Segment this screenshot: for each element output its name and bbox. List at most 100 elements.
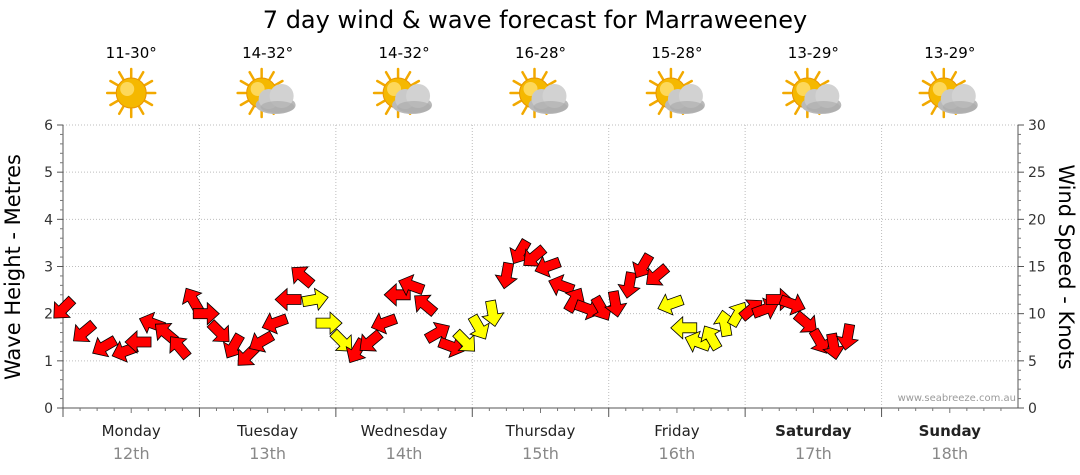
sun-ray (143, 79, 154, 87)
right-tick-label: 5 (1028, 354, 1037, 370)
wind-speed-axis: 0 5 10 15 20 25 30 (1018, 118, 1046, 417)
wind-arrow (206, 319, 230, 343)
sun-ray (648, 99, 659, 107)
wind-arrow (329, 328, 353, 352)
sun-ray (268, 70, 275, 81)
wind-arrow (414, 294, 439, 317)
wind-arrow (359, 329, 384, 352)
wind-arrow (467, 313, 490, 340)
sun-ray (109, 99, 119, 107)
right-tick-label: 15 (1028, 260, 1046, 276)
cloud-icon (801, 84, 842, 114)
sun-ray (547, 79, 557, 87)
day-headers: 11-30° 14-32° 14-32° 16-28° 15-28° 13-29° 13-2… (105, 44, 978, 119)
sun-ray (512, 99, 522, 107)
left-tick-label: 3 (44, 260, 53, 276)
wind-arrow (670, 315, 698, 340)
day-labels: Monday 12th Tuesday 13th Wednesday 14th Thursd… (62, 408, 1002, 463)
wind-arrow (657, 293, 685, 316)
sun-ray (239, 79, 250, 87)
wind-arrow (684, 330, 712, 353)
sun-cloud-icon (236, 67, 296, 119)
sun-cloud-icon (509, 67, 569, 119)
temp-range-label: 14-32° (379, 44, 430, 62)
sun-ray (512, 79, 522, 87)
wind-arrows (53, 238, 860, 366)
sun-ray (921, 99, 932, 107)
sun-ray (384, 70, 392, 81)
sun-ray (117, 105, 125, 116)
day-date-label: 17th (795, 444, 832, 463)
cloud-shadow (669, 101, 704, 113)
sun-ray (921, 79, 932, 87)
day-date-label: 18th (931, 444, 968, 463)
left-tick-label: 1 (44, 354, 53, 370)
sun-icon (105, 67, 157, 119)
sun-ray (930, 70, 938, 81)
left-tick-label: 6 (44, 118, 53, 134)
cloud-icon (392, 84, 433, 114)
day-date-label: 16th (659, 444, 696, 463)
plot-grid (62, 124, 1019, 409)
right-tick-label: 10 (1028, 307, 1046, 323)
wind-arrow (315, 311, 343, 336)
wind-arrow (452, 328, 476, 352)
wind-arrow (617, 271, 641, 299)
day-date-label: 14th (386, 444, 423, 463)
sun-ray (376, 79, 386, 87)
sun-ray (785, 99, 795, 107)
sun-cloud-icon (918, 67, 978, 119)
wind-arrow (301, 287, 329, 312)
cloud-icon (937, 84, 978, 114)
wind-arrow (261, 312, 289, 335)
wind-arrow (124, 330, 152, 354)
wind-arrow (192, 301, 220, 326)
sun-ray (785, 79, 795, 87)
wind-arrow (291, 266, 316, 289)
sun-ray (677, 70, 685, 81)
cloud-icon (664, 84, 705, 114)
sun-ray (137, 105, 145, 116)
wind-arrow (383, 282, 411, 307)
temp-range-label: 13-29° (924, 44, 975, 62)
sun-ray (930, 105, 938, 116)
sun-cloud-icon (645, 67, 705, 119)
cloud-shadow (806, 101, 841, 113)
right-tick-label: 0 (1028, 401, 1037, 417)
day-name-label: Sunday (919, 422, 982, 440)
sun-ray (657, 105, 665, 116)
sun-ray (117, 70, 125, 81)
wind-arrow (494, 261, 519, 290)
wind-arrow (249, 330, 276, 353)
day-date-label: 15th (522, 444, 559, 463)
temp-range-label: 14-32° (242, 44, 293, 62)
sun-ray (521, 70, 528, 81)
left-tick-label: 0 (44, 401, 53, 417)
sun-highlight (120, 82, 135, 96)
sun-ray (137, 70, 145, 81)
cloud-shadow (397, 101, 432, 113)
sun-ray (657, 70, 665, 81)
day-name-label: Monday (102, 422, 161, 440)
sun-ray (274, 79, 284, 87)
wind-arrow (481, 299, 505, 328)
wave-height-axis: 0 1 2 3 4 5 6 (44, 118, 63, 417)
right-tick-label: 25 (1028, 165, 1046, 181)
wind-arrow (835, 323, 860, 351)
temp-range-label: 16-28° (515, 44, 566, 62)
temp-range-label: 15-28° (651, 44, 702, 62)
wind-arrow (53, 295, 77, 319)
wind-arrow (534, 255, 562, 278)
day-name-label: Thursday (505, 422, 576, 440)
left-axis-title: Wave Height - Metres (1, 154, 25, 380)
wind-arrow (398, 273, 426, 297)
wind-arrow (548, 273, 576, 297)
sun-ray (814, 70, 821, 81)
day-name-label: Friday (654, 422, 700, 440)
cloud-shadow (533, 101, 568, 113)
wind-arrow (92, 335, 119, 358)
sun-ray (541, 70, 548, 81)
sun-ray (248, 105, 255, 116)
sun-cloud-icon (782, 67, 842, 119)
